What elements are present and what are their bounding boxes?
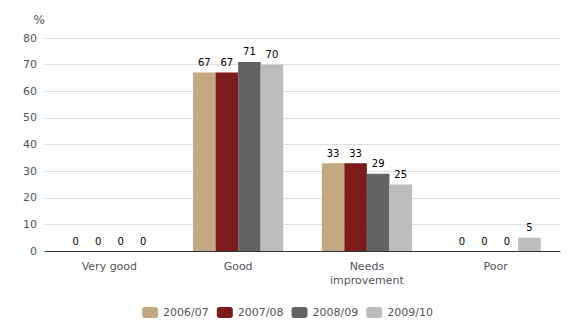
svg-text:2007/08: 2007/08 xyxy=(238,306,284,319)
svg-text:25: 25 xyxy=(394,169,407,180)
svg-text:70: 70 xyxy=(23,58,37,71)
svg-text:29: 29 xyxy=(372,158,385,169)
svg-text:33: 33 xyxy=(327,148,340,159)
svg-text:10: 10 xyxy=(23,218,37,231)
svg-text:2008/09: 2008/09 xyxy=(313,306,359,319)
svg-text:67: 67 xyxy=(220,57,233,68)
svg-text:33: 33 xyxy=(349,148,362,159)
svg-text:0: 0 xyxy=(30,245,37,258)
svg-text:2009/10: 2009/10 xyxy=(387,306,433,319)
svg-text:20: 20 xyxy=(23,191,37,204)
svg-text:Good: Good xyxy=(224,260,253,273)
svg-text:0: 0 xyxy=(117,236,123,247)
svg-text:60: 60 xyxy=(23,85,37,98)
svg-text:0: 0 xyxy=(459,236,465,247)
svg-text:80: 80 xyxy=(23,32,37,45)
svg-text:%: % xyxy=(34,13,45,27)
svg-text:71: 71 xyxy=(243,46,256,57)
svg-text:0: 0 xyxy=(95,236,101,247)
svg-text:67: 67 xyxy=(198,57,211,68)
svg-text:5: 5 xyxy=(526,222,532,233)
svg-text:0: 0 xyxy=(140,236,146,247)
svg-text:0: 0 xyxy=(504,236,510,247)
svg-text:50: 50 xyxy=(23,111,37,124)
svg-text:2006/07: 2006/07 xyxy=(163,306,209,319)
svg-text:30: 30 xyxy=(23,165,37,178)
svg-text:40: 40 xyxy=(23,138,37,151)
svg-text:70: 70 xyxy=(266,49,279,60)
svg-text:Poor: Poor xyxy=(484,260,509,273)
svg-text:Very good: Very good xyxy=(82,260,137,273)
svg-text:0: 0 xyxy=(72,236,78,247)
svg-text:0: 0 xyxy=(481,236,487,247)
svg-text:Needs: Needs xyxy=(350,260,385,273)
svg-text:improvement: improvement xyxy=(330,274,404,287)
